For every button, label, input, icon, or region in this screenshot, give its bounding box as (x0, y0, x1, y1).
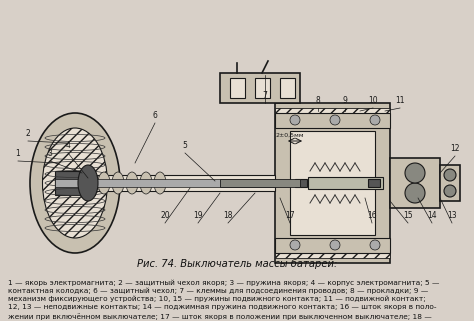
Text: 14: 14 (427, 211, 437, 220)
Text: 20: 20 (160, 211, 170, 220)
Bar (308, 177, 383, 189)
Circle shape (290, 115, 300, 125)
Text: 12, 13 — неподвижные контакты; 14 — поджимная пружина подвижного контакта; 16 — : 12, 13 — неподвижные контакты; 14 — подж… (8, 305, 437, 310)
Ellipse shape (126, 172, 138, 194)
Bar (295, 179, 307, 187)
Text: 9: 9 (343, 96, 347, 105)
Text: 2: 2 (26, 129, 30, 138)
Text: жении при включённом выключателе; 17 — шток якоря в положении при выключенном вы: жении при включённом выключателе; 17 — ш… (8, 313, 432, 320)
Text: 1 — якорь электромагнита; 2 — защитный чехол якоря; 3 — пружина якоря; 4 — корпу: 1 — якорь электромагнита; 2 — защитный ч… (8, 279, 439, 285)
Text: 2±0,5мм: 2±0,5мм (276, 133, 304, 138)
Circle shape (444, 185, 456, 197)
Text: 13: 13 (447, 211, 457, 220)
Bar (275, 103, 390, 263)
Text: 16: 16 (367, 211, 377, 220)
Circle shape (405, 183, 425, 203)
Text: 1: 1 (16, 149, 20, 158)
Bar (275, 108, 390, 128)
Circle shape (370, 115, 380, 125)
Text: 11: 11 (395, 96, 405, 105)
Bar (55, 171, 95, 195)
Ellipse shape (43, 128, 108, 238)
Ellipse shape (84, 172, 96, 194)
Bar (275, 238, 390, 258)
Text: 5: 5 (182, 141, 187, 150)
Bar (368, 179, 380, 187)
Bar (255, 78, 270, 98)
Ellipse shape (140, 172, 152, 194)
Bar (440, 165, 460, 201)
Circle shape (444, 169, 456, 181)
Circle shape (370, 240, 380, 250)
Ellipse shape (98, 172, 110, 194)
Bar (55, 175, 275, 191)
Text: 4: 4 (65, 141, 71, 150)
Bar (390, 158, 440, 208)
Bar (55, 179, 275, 187)
Text: 12: 12 (450, 144, 460, 153)
Text: 3: 3 (47, 149, 53, 158)
Bar (280, 78, 295, 98)
Text: Рис. 74. Выключатель массы батарей:: Рис. 74. Выключатель массы батарей: (137, 259, 337, 269)
Circle shape (290, 240, 300, 250)
Text: 10: 10 (368, 96, 378, 105)
Text: контактная колодка; 6 — защитный чехол; 7 — клеммы для подсоединения проводов; 8: контактная колодка; 6 — защитный чехол; … (8, 288, 428, 294)
Circle shape (405, 163, 425, 183)
Ellipse shape (154, 172, 166, 194)
Text: 7: 7 (263, 91, 267, 100)
Ellipse shape (112, 172, 124, 194)
Ellipse shape (78, 165, 98, 201)
Text: 8: 8 (316, 96, 320, 105)
Text: 15: 15 (403, 211, 413, 220)
Bar (230, 78, 245, 98)
Bar (220, 179, 300, 187)
Text: 17: 17 (285, 211, 295, 220)
Bar (290, 131, 375, 235)
Circle shape (330, 115, 340, 125)
Circle shape (330, 240, 340, 250)
Text: механизм фиксирующего устройства; 10, 15 — пружины подвижного контакта; 11 — под: механизм фиксирующего устройства; 10, 15… (8, 296, 426, 302)
Text: 19: 19 (193, 211, 203, 220)
Bar (275, 113, 390, 128)
Bar (220, 73, 300, 103)
Bar (275, 238, 390, 253)
Text: 6: 6 (153, 111, 157, 120)
Ellipse shape (30, 113, 120, 253)
Text: 18: 18 (223, 211, 233, 220)
